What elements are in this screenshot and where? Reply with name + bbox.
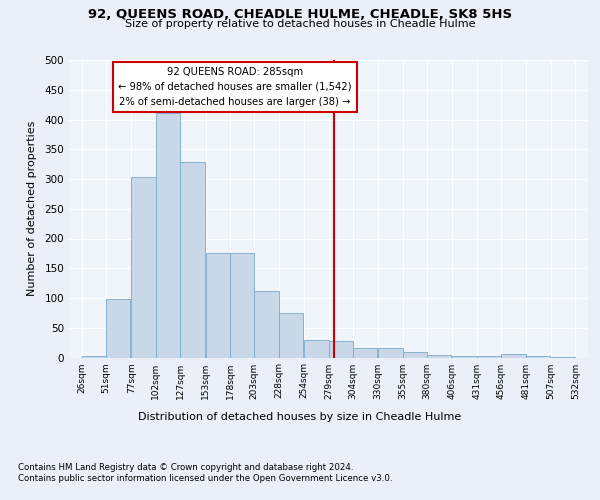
Bar	[427, 354, 451, 358]
Bar	[131, 177, 156, 358]
Bar	[304, 340, 329, 357]
Y-axis label: Number of detached properties: Number of detached properties	[28, 121, 37, 296]
Text: Distribution of detached houses by size in Cheadle Hulme: Distribution of detached houses by size …	[139, 412, 461, 422]
Bar	[452, 356, 477, 358]
Bar	[180, 162, 205, 358]
Bar	[254, 292, 279, 358]
Bar	[551, 357, 575, 358]
Bar	[329, 341, 353, 357]
Bar	[477, 356, 501, 358]
Bar	[353, 348, 377, 358]
Bar	[106, 298, 130, 358]
Bar	[403, 352, 427, 358]
Text: Size of property relative to detached houses in Cheadle Hulme: Size of property relative to detached ho…	[125, 19, 475, 29]
Bar	[156, 113, 180, 358]
Bar	[526, 356, 550, 358]
Bar	[230, 254, 254, 358]
Text: 92, QUEENS ROAD, CHEADLE HULME, CHEADLE, SK8 5HS: 92, QUEENS ROAD, CHEADLE HULME, CHEADLE,…	[88, 8, 512, 20]
Bar	[501, 354, 526, 358]
Text: Contains HM Land Registry data © Crown copyright and database right 2024.: Contains HM Land Registry data © Crown c…	[18, 462, 353, 471]
Bar	[279, 313, 303, 358]
Bar	[82, 356, 106, 358]
Text: Contains public sector information licensed under the Open Government Licence v3: Contains public sector information licen…	[18, 474, 392, 483]
Bar	[206, 254, 230, 358]
Text: 92 QUEENS ROAD: 285sqm
← 98% of detached houses are smaller (1,542)
2% of semi-d: 92 QUEENS ROAD: 285sqm ← 98% of detached…	[118, 67, 352, 106]
Bar	[378, 348, 403, 358]
